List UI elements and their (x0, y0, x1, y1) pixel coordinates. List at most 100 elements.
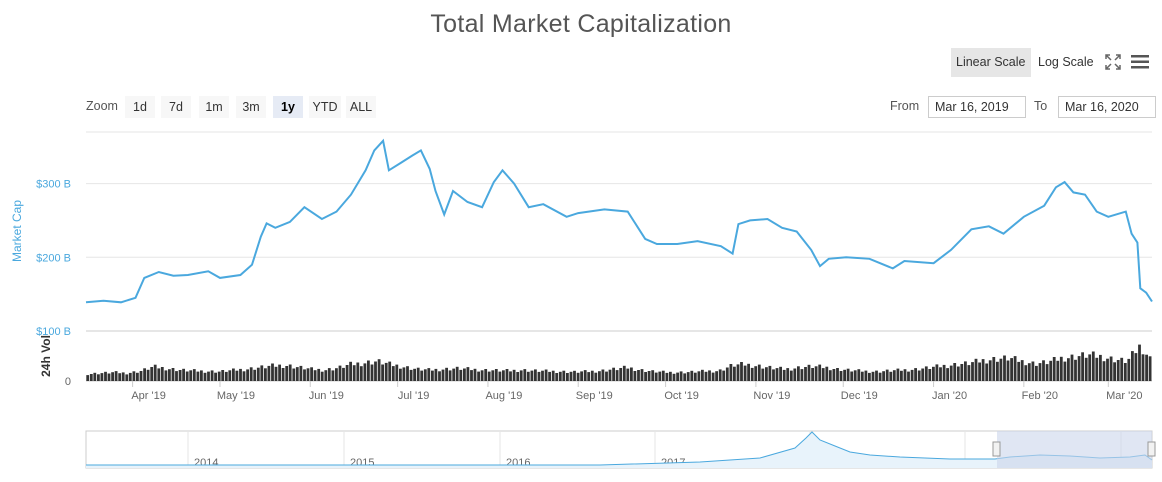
volume-bar (114, 371, 118, 381)
zoom-ytd-button[interactable]: YTD (309, 96, 341, 118)
volume-bar (921, 368, 925, 381)
volume-bar (97, 374, 100, 381)
volume-bar (89, 374, 93, 381)
volume-bar (558, 371, 562, 381)
volume-bar (956, 366, 960, 381)
volume-bar (391, 366, 395, 381)
zoom-1y-button[interactable]: 1y (273, 96, 303, 118)
volume-bar (100, 373, 104, 381)
x-tick-label: Sep '19 (576, 390, 613, 402)
to-date-input[interactable]: Mar 16, 2020 (1058, 96, 1156, 118)
volume-bar (86, 375, 90, 381)
volume-bar (1003, 355, 1006, 381)
volume-bar (580, 371, 583, 381)
volume-bar (278, 364, 281, 381)
volume-bar (512, 369, 516, 381)
volume-bar (1091, 351, 1095, 381)
volume-bar (850, 371, 854, 381)
menu-icon[interactable] (1131, 54, 1149, 70)
volume-bar (281, 368, 285, 381)
volume-bar (715, 371, 718, 381)
from-date-input[interactable]: Mar 16, 2019 (928, 96, 1026, 118)
volume-bar (1099, 354, 1102, 381)
volume-bar (310, 367, 313, 381)
volume-bar (704, 371, 708, 381)
volume-bar (608, 369, 612, 381)
volume-bar (125, 374, 129, 381)
volume-bar (498, 371, 502, 381)
navigator-area (86, 432, 1152, 468)
volume-bar (235, 370, 239, 381)
volume-bar (292, 368, 296, 381)
zoom-7d-button[interactable]: 7d (161, 96, 191, 118)
zoom-label: Zoom (86, 99, 118, 113)
volume-bar (1017, 361, 1021, 381)
volume-bar (221, 370, 225, 381)
x-tick-label: Oct '19 (664, 390, 699, 402)
volume-bar (327, 368, 331, 381)
volume-bar (622, 365, 626, 381)
volume-bar (651, 370, 655, 381)
volume-bar (807, 364, 811, 381)
volume-bar (729, 364, 733, 381)
volume-bar (967, 365, 971, 381)
volume-bar (249, 367, 253, 381)
volume-bar (431, 370, 434, 381)
volume-bar (480, 370, 484, 381)
volume-bar (1013, 356, 1017, 381)
volume-bar (590, 370, 594, 381)
volume-bar (217, 371, 221, 381)
volume-bar (924, 366, 928, 381)
volume-bar (864, 370, 868, 381)
volume-bar (711, 372, 715, 381)
volume-bar (725, 367, 729, 381)
navigator-handle-right[interactable] (1147, 441, 1156, 457)
volume-bar (736, 364, 740, 381)
log-scale-button[interactable]: Log Scale (1038, 55, 1094, 69)
volume-bar (860, 371, 864, 381)
volume-bar (1131, 351, 1134, 381)
volume-bar (1095, 357, 1099, 381)
volume-bar (800, 369, 804, 381)
volume-bar (612, 367, 615, 381)
zoom-1m-button[interactable]: 1m (199, 96, 229, 118)
x-tick-label: Jun '19 (309, 390, 344, 402)
volume-bar (825, 366, 829, 381)
volume-bar (1127, 358, 1131, 381)
volume-bar (960, 364, 964, 381)
volume-bar (839, 371, 843, 381)
volume-bar (1045, 364, 1049, 381)
linear-scale-button[interactable]: Linear Scale (951, 48, 1031, 77)
volume-bar (189, 370, 193, 381)
volume-bar (246, 369, 249, 381)
volume-bar (367, 360, 370, 381)
volume-bar (111, 372, 114, 381)
volume-bar (697, 371, 701, 381)
volume-bar (907, 371, 910, 381)
zoom-1d-button[interactable]: 1d (125, 96, 155, 118)
volume-bar (239, 368, 242, 381)
navigator-handle-left[interactable] (992, 441, 1001, 457)
volume-bar (676, 372, 679, 381)
volume-bar (892, 370, 896, 381)
volume-bar (1145, 354, 1148, 381)
volume-bar (427, 368, 431, 381)
volume-bar (210, 370, 214, 381)
volume-bar (793, 368, 797, 381)
volume-bar (523, 369, 527, 381)
volume-bar (757, 364, 761, 381)
chart-title: Total Market Capitalization (430, 10, 732, 38)
zoom-3m-button[interactable]: 3m (236, 96, 266, 118)
x-tick-label: Jan '20 (932, 390, 967, 402)
volume-bar (804, 367, 807, 381)
volume-bar (438, 371, 441, 381)
volume-bar (566, 373, 569, 381)
zoom-all-button[interactable]: ALL (346, 96, 376, 118)
volume-bar (150, 367, 154, 381)
volume-bar (324, 370, 328, 381)
volume-bar (996, 361, 999, 381)
volume-bar (228, 370, 232, 381)
volume-bar (264, 368, 267, 381)
fullscreen-icon[interactable] (1104, 53, 1122, 71)
